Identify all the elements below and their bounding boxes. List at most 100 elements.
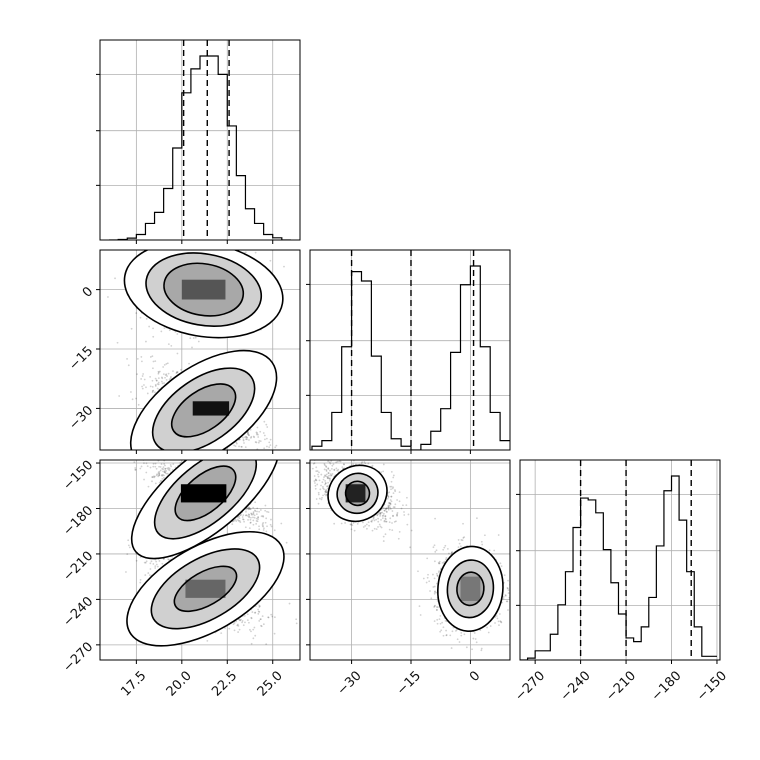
sample-point xyxy=(247,513,250,516)
sample-point xyxy=(154,462,157,465)
sample-point xyxy=(157,370,160,373)
sample-point xyxy=(211,244,213,246)
sample-point xyxy=(161,467,164,470)
sample-point xyxy=(134,468,137,471)
sample-point xyxy=(246,433,249,435)
sample-point xyxy=(154,383,157,386)
sample-point xyxy=(155,563,158,566)
sample-point xyxy=(239,521,242,524)
sample-point xyxy=(152,475,155,478)
sample-point xyxy=(160,463,163,465)
sample-point xyxy=(249,428,252,431)
sample-point xyxy=(147,455,149,457)
sample-point xyxy=(156,383,159,385)
sample-point xyxy=(154,360,157,363)
sample-point xyxy=(141,385,143,388)
sample-point xyxy=(157,471,160,474)
sample-point xyxy=(262,514,264,517)
sample-point xyxy=(140,465,143,468)
sample-point xyxy=(228,627,231,630)
sample-point xyxy=(136,357,139,360)
sample-point xyxy=(247,434,250,436)
sample-point xyxy=(161,474,164,477)
sample-point xyxy=(245,435,247,438)
density-peak-bin xyxy=(192,401,230,416)
sample-point xyxy=(248,508,251,511)
sample-point xyxy=(266,525,268,528)
sample-point xyxy=(149,376,152,378)
sample-point xyxy=(257,516,260,519)
sample-point xyxy=(160,376,163,379)
sample-point xyxy=(140,360,143,363)
sample-point xyxy=(262,432,265,434)
sample-point xyxy=(205,455,207,457)
sample-point xyxy=(269,259,272,262)
sample-point xyxy=(252,512,255,515)
contour-line xyxy=(151,367,256,450)
sample-point xyxy=(163,474,165,477)
sample-point xyxy=(229,453,231,455)
sample-point xyxy=(250,630,252,633)
sample-point xyxy=(166,467,169,470)
sample-point xyxy=(245,510,247,513)
sample-point xyxy=(255,517,258,520)
sample-point xyxy=(248,621,250,624)
sample-point xyxy=(126,358,128,360)
sample-point xyxy=(252,519,255,522)
sample-point xyxy=(154,465,157,468)
sample-point xyxy=(245,247,247,249)
sample-point xyxy=(156,473,159,476)
sample-point xyxy=(234,445,237,447)
sample-point xyxy=(257,516,260,518)
sample-point xyxy=(114,277,116,280)
sample-point xyxy=(252,513,255,516)
sample-point xyxy=(135,559,138,562)
sample-point xyxy=(246,436,248,439)
histogram-panel-p0 xyxy=(100,40,300,240)
sample-point xyxy=(283,265,285,268)
sample-point xyxy=(263,420,266,423)
sample-point xyxy=(254,510,257,513)
sample-point xyxy=(168,329,171,332)
sample-point xyxy=(246,438,248,441)
sample-point xyxy=(259,430,262,433)
sample-point xyxy=(255,433,258,436)
sample-point xyxy=(267,511,270,513)
sample-point xyxy=(258,440,261,442)
sample-point xyxy=(250,642,253,645)
sample-point xyxy=(157,377,160,380)
sample-point xyxy=(212,453,214,455)
sample-point xyxy=(165,378,168,381)
sample-point xyxy=(242,439,245,442)
sample-point xyxy=(238,445,240,448)
sample-point xyxy=(131,398,134,401)
sample-point xyxy=(162,470,164,473)
sample-point xyxy=(314,549,316,551)
histogram-panel-p2 xyxy=(520,460,720,660)
sample-point xyxy=(274,446,277,449)
sample-point xyxy=(169,377,172,380)
sample-point xyxy=(155,467,158,470)
sample-point xyxy=(269,444,272,447)
sample-point xyxy=(192,337,195,339)
sample-point xyxy=(107,296,109,298)
sample-point xyxy=(143,378,146,381)
sample-point xyxy=(241,516,244,518)
sample-point xyxy=(249,521,252,524)
sample-point xyxy=(245,436,248,439)
sample-point xyxy=(242,514,245,517)
sample-point xyxy=(157,371,160,374)
sample-point xyxy=(162,366,165,368)
sample-point xyxy=(164,471,167,474)
sample-point xyxy=(158,465,160,468)
sample-point xyxy=(226,244,228,246)
sample-point xyxy=(248,516,250,519)
sample-point xyxy=(142,373,145,375)
sample-point xyxy=(152,367,154,370)
sample-point xyxy=(235,441,238,444)
sample-point xyxy=(175,372,178,374)
sample-point xyxy=(168,378,171,381)
sample-point xyxy=(154,385,157,387)
sample-point xyxy=(255,441,258,444)
sample-point xyxy=(141,375,144,377)
